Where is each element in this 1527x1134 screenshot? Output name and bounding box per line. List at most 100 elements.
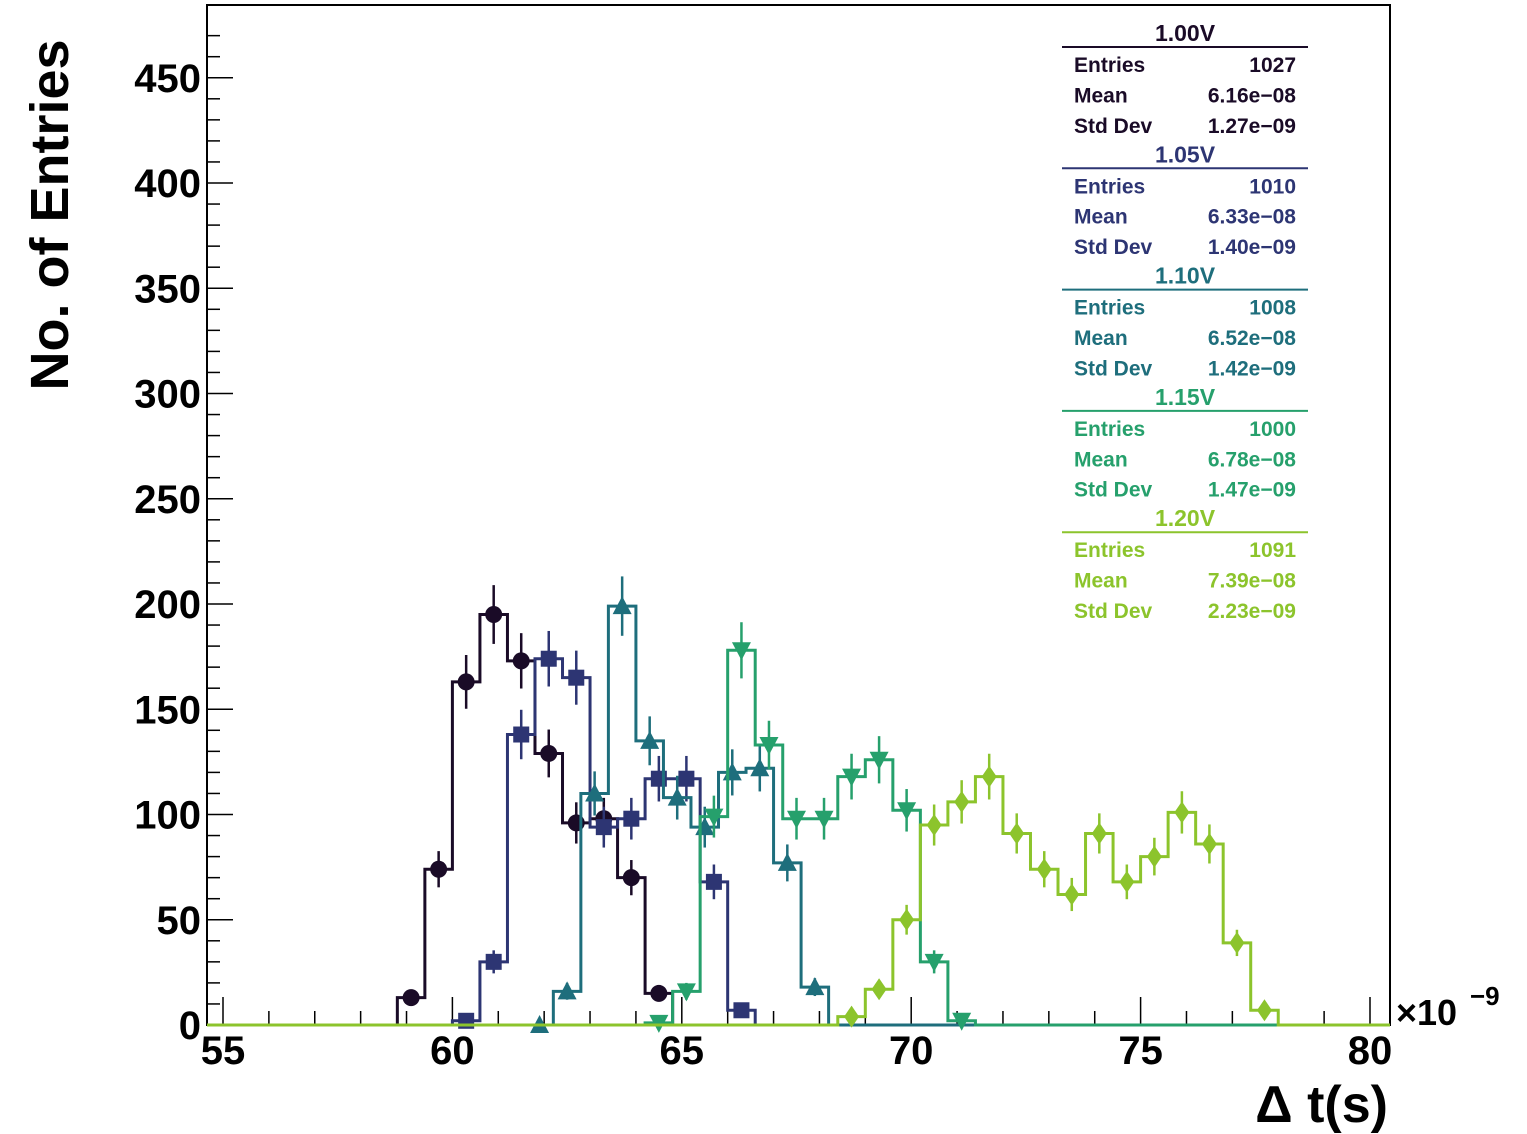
x-axis-multiplier: ×10 <box>1396 992 1457 1033</box>
data-point <box>1146 845 1162 868</box>
data-point <box>869 751 889 770</box>
y-tick-label: 0 <box>179 1004 201 1048</box>
stats-value: 6.52e−08 <box>1208 327 1296 350</box>
stats-box-1.00V: 1.00V Entries 1027 Mean 6.16e−08 Std Dev 1.27e… <box>1062 20 1308 138</box>
data-point <box>1119 870 1135 893</box>
data-point <box>954 790 970 813</box>
stats-label: Entries <box>1074 175 1145 198</box>
y-tick-label: 300 <box>134 373 201 417</box>
stats-label: Entries <box>1074 539 1145 562</box>
stats-label: Mean <box>1074 206 1128 229</box>
stats-label: Entries <box>1074 418 1145 441</box>
stats-label: Entries <box>1074 297 1145 320</box>
stats-box-1.15V: 1.15V Entries 1000 Mean 6.78e−08 Std Dev 1.47e… <box>1062 384 1308 502</box>
stats-label: Mean <box>1074 448 1128 471</box>
data-point <box>1091 822 1107 845</box>
data-point <box>623 810 640 827</box>
data-point <box>568 669 585 686</box>
stats-title: 1.05V <box>1155 141 1216 167</box>
y-tick-label: 200 <box>134 583 201 627</box>
data-point <box>777 852 797 871</box>
histogram-step-line <box>207 604 1390 1027</box>
stats-value: 6.16e−08 <box>1208 84 1296 107</box>
data-point <box>678 770 695 787</box>
data-point <box>704 808 724 827</box>
x-tick-label: 80 <box>1348 1029 1393 1073</box>
y-tick-label: 450 <box>134 57 201 101</box>
stats-label: Std Dev <box>1074 236 1153 259</box>
stats-value: 7.39e−08 <box>1208 570 1296 593</box>
y-tick-label: 250 <box>134 478 201 522</box>
stats-label: Std Dev <box>1074 115 1153 138</box>
series-1.10V <box>207 576 1390 1033</box>
data-point <box>844 1005 860 1028</box>
data-point <box>926 814 942 837</box>
stats-label: Std Dev <box>1074 479 1153 502</box>
data-point <box>595 819 612 836</box>
stats-value: 1027 <box>1249 54 1296 77</box>
stats-title: 1.20V <box>1155 505 1216 531</box>
stats-box-1.05V: 1.05V Entries 1010 Mean 6.33e−08 Std Dev 1.40e… <box>1062 141 1308 259</box>
data-point <box>924 953 944 972</box>
data-point <box>540 650 557 667</box>
data-point <box>750 758 770 777</box>
stats-value: 1.47e−09 <box>1208 479 1296 502</box>
stats-value: 1.42e−09 <box>1208 357 1296 380</box>
data-point <box>622 869 640 887</box>
data-point <box>759 737 779 756</box>
data-point <box>814 810 834 829</box>
histogram-step-line <box>207 775 1390 1027</box>
data-point <box>585 783 605 802</box>
data-point <box>842 768 862 787</box>
stats-label: Entries <box>1074 54 1145 77</box>
data-point <box>557 981 577 1000</box>
data-point <box>676 983 696 1002</box>
series-1.00V <box>207 585 1390 1027</box>
x-tick-label: 60 <box>430 1029 475 1073</box>
y-tick-label: 350 <box>134 267 201 311</box>
data-point <box>787 810 806 829</box>
stats-value: 1008 <box>1249 297 1296 320</box>
data-point <box>897 802 917 821</box>
stats-value: 6.33e−08 <box>1208 206 1296 229</box>
stats-label: Std Dev <box>1074 600 1153 623</box>
stats-label: Mean <box>1074 84 1128 107</box>
data-point <box>1229 931 1245 954</box>
x-tick-label: 55 <box>201 1029 246 1073</box>
data-point <box>805 977 825 996</box>
y-tick-label: 50 <box>157 899 202 943</box>
data-point <box>485 606 503 624</box>
data-point <box>640 730 660 749</box>
series-1.05V <box>207 630 1390 1029</box>
data-point <box>402 989 420 1007</box>
x-axis-multiplier-exponent: −9 <box>1470 981 1500 1011</box>
data-point <box>981 765 997 788</box>
data-point <box>1256 999 1272 1022</box>
data-point <box>430 860 448 878</box>
stats-value: 2.23e−09 <box>1208 600 1296 623</box>
data-point <box>899 908 915 931</box>
data-point <box>485 953 502 970</box>
series-1.20V <box>207 753 1390 1028</box>
series-1.15V <box>207 622 1390 1033</box>
y-axis-label: No. of Entries <box>20 39 80 390</box>
stats-label: Mean <box>1074 327 1128 350</box>
data-point <box>1036 858 1052 881</box>
stats-value: 1091 <box>1249 539 1296 562</box>
data-point <box>1064 883 1080 906</box>
data-point <box>871 978 887 1001</box>
stats-title: 1.15V <box>1155 384 1216 410</box>
y-tick-label: 150 <box>134 688 201 732</box>
data-point <box>1009 822 1025 845</box>
x-axis-label: Δ t(s) <box>1255 1076 1388 1134</box>
stats-boxes: 1.00V Entries 1027 Mean 6.16e−08 Std Dev 1.27e… <box>1062 20 1308 623</box>
data-point <box>513 726 530 743</box>
data-point <box>540 744 558 762</box>
stats-box-1.10V: 1.10V Entries 1008 Mean 6.52e−08 Std Dev 1.42e… <box>1062 263 1308 380</box>
series-layer <box>207 576 1390 1033</box>
data-point <box>612 596 632 615</box>
stats-value: 1.40e−09 <box>1208 236 1296 259</box>
data-point <box>457 673 475 691</box>
x-tick-label: 65 <box>660 1029 705 1073</box>
